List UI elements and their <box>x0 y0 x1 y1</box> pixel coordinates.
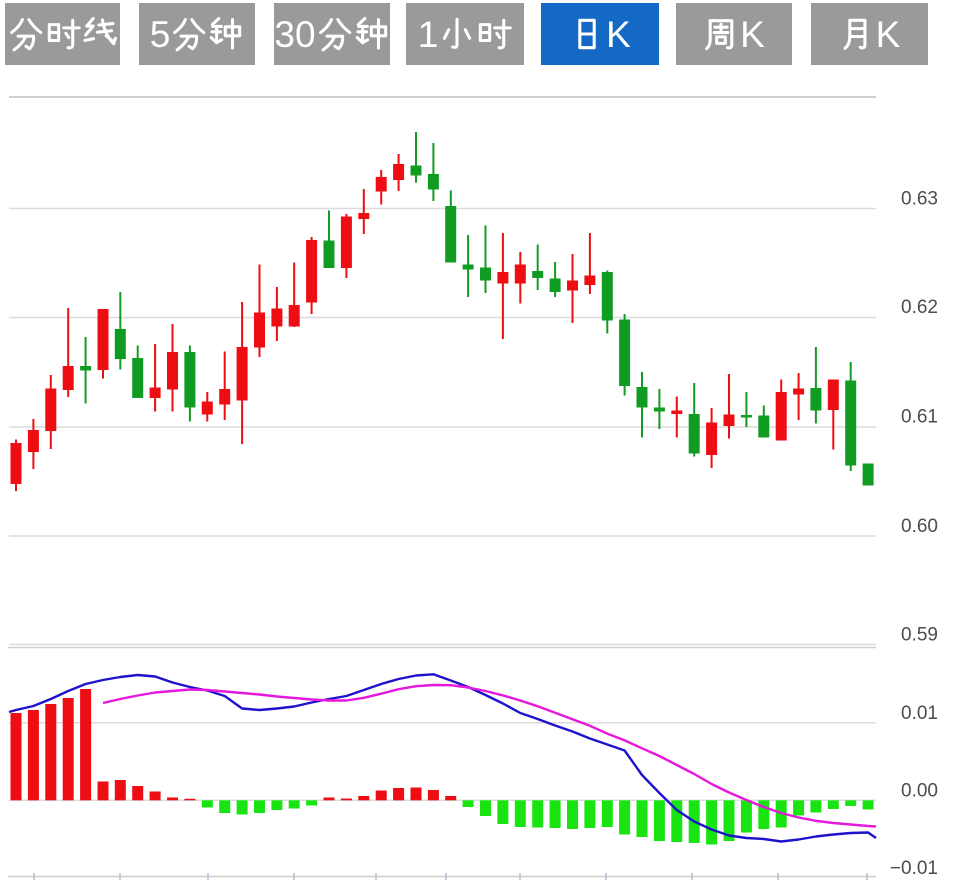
svg-text:0.60: 0.60 <box>901 516 938 537</box>
svg-text:0.62: 0.62 <box>901 297 938 318</box>
svg-text:0.61: 0.61 <box>901 407 938 428</box>
svg-text:0.00: 0.00 <box>901 781 938 802</box>
svg-text:0.63: 0.63 <box>901 189 938 210</box>
svg-text:−0.01: −0.01 <box>890 858 938 879</box>
svg-text:0.01: 0.01 <box>901 703 938 724</box>
svg-text:0.59: 0.59 <box>901 625 938 646</box>
